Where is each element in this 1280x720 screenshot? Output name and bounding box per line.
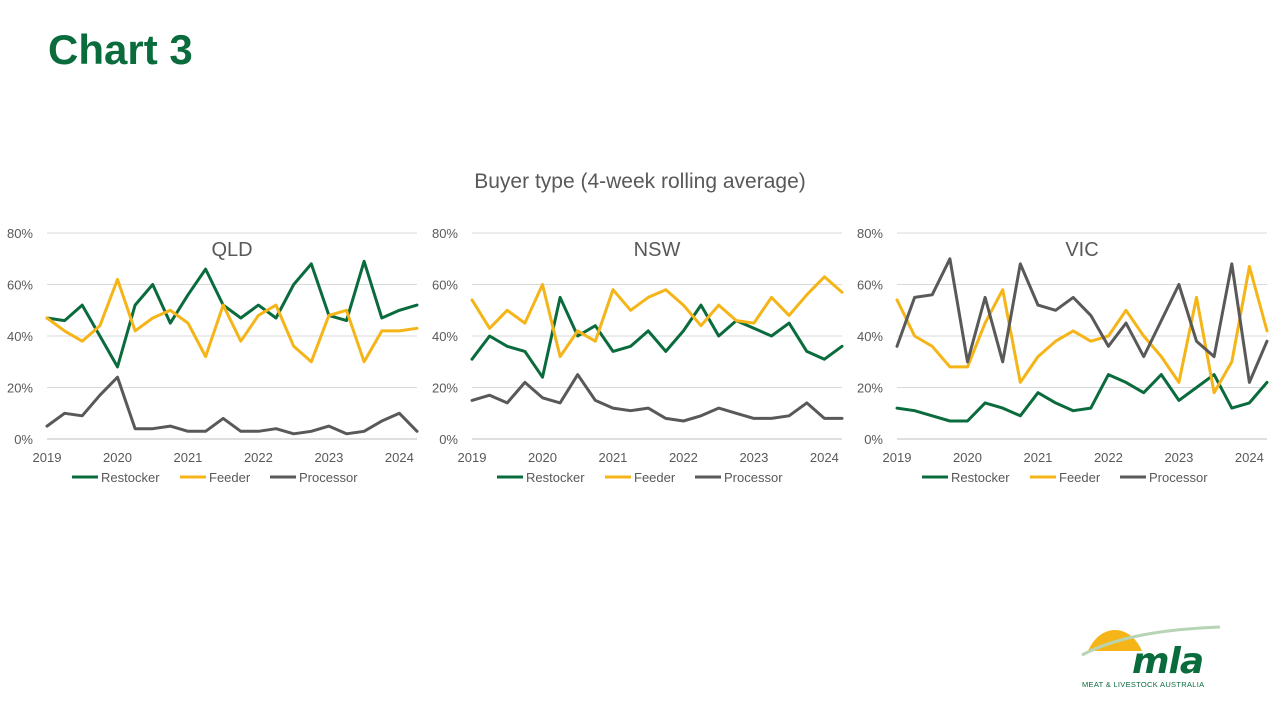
chart-panel-vic: 0% 20% 40% 60% 80% 2019 2020 2021 2022 2023 2024 VI… (850, 215, 1270, 495)
legend-label-processor: Processor (1149, 470, 1208, 485)
y-tick-label: 80% (432, 226, 458, 241)
x-tick-label: 2022 (1094, 450, 1123, 465)
chart-panel-title: NSW (634, 239, 681, 261)
y-tick-label: 20% (857, 381, 883, 396)
y-tick-label: 40% (432, 329, 458, 344)
legend-label-feeder: Feeder (209, 470, 251, 485)
logo-wordmark: mla (1132, 641, 1204, 682)
x-tick-label: 2023 (739, 450, 768, 465)
series-line-feeder (895, 265, 1269, 395)
logo-swoosh (1081, 625, 1221, 657)
slide-title: Chart 3 (48, 26, 193, 73)
chart-panel-title: VIC (1065, 239, 1098, 261)
y-tick-label: 80% (7, 226, 33, 241)
x-tick-label: 2022 (669, 450, 698, 465)
x-tick-label: 2020 (953, 450, 982, 465)
legend-label-restocker: Restocker (526, 470, 585, 485)
series-line-processor (470, 373, 844, 423)
chart-panel-nsw: 0% 20% 40% 60% 80% 2019 2020 2021 2022 2023 2024 NS… (425, 215, 845, 495)
mla-logo: mla MEAT & LIVESTOCK AUSTRALIA (1080, 625, 1230, 695)
logo-tagline: MEAT & LIVESTOCK AUSTRALIA (1082, 680, 1205, 689)
series-line-feeder (45, 277, 419, 364)
y-tick-label: 0% (439, 432, 458, 447)
x-tick-label: 2022 (244, 450, 273, 465)
x-tick-label: 2024 (385, 450, 414, 465)
x-tick-label: 2024 (810, 450, 839, 465)
y-tick-label: 0% (14, 432, 33, 447)
x-tick-label: 2021 (1023, 450, 1052, 465)
y-tick-label: 60% (432, 278, 458, 293)
x-tick-label: 2020 (528, 450, 557, 465)
legend-label-processor: Processor (724, 470, 783, 485)
line-chart: 0% 20% 40% 60% 80% 2019 2020 2021 2022 2023 2024 NS… (432, 226, 844, 485)
legend-label-processor: Processor (299, 470, 358, 485)
y-tick-label: 20% (432, 381, 458, 396)
y-tick-label: 0% (864, 432, 883, 447)
x-tick-label: 2019 (458, 450, 487, 465)
x-tick-label: 2021 (173, 450, 202, 465)
series-line-restocker (470, 295, 844, 379)
series-line-processor (45, 375, 419, 436)
legend-label-feeder: Feeder (634, 470, 676, 485)
legend-label-restocker: Restocker (101, 470, 160, 485)
chart-heading: Buyer type (4-week rolling average) (474, 170, 806, 193)
x-tick-label: 2024 (1235, 450, 1264, 465)
series-line-restocker (45, 259, 419, 369)
series-line-processor (895, 257, 1269, 384)
y-tick-label: 40% (7, 329, 33, 344)
y-tick-label: 60% (857, 278, 883, 293)
line-chart: 0% 20% 40% 60% 80% 2019 2020 2021 2022 2023 2024 VI… (857, 226, 1269, 485)
y-tick-label: 40% (857, 329, 883, 344)
mla-logo-mark (1081, 625, 1221, 657)
y-tick-label: 60% (7, 278, 33, 293)
x-tick-label: 2020 (103, 450, 132, 465)
x-tick-label: 2019 (33, 450, 62, 465)
y-tick-label: 80% (857, 226, 883, 241)
x-tick-label: 2023 (1164, 450, 1193, 465)
x-tick-label: 2021 (598, 450, 627, 465)
x-tick-label: 2019 (883, 450, 912, 465)
x-tick-label: 2023 (314, 450, 343, 465)
y-tick-label: 20% (7, 381, 33, 396)
legend-label-restocker: Restocker (951, 470, 1010, 485)
series-line-restocker (895, 373, 1269, 423)
chart-panel-title: QLD (211, 239, 252, 261)
series-line-feeder (470, 275, 844, 359)
chart-panel-qld: 0% 20% 40% 60% 80% 2019 2020 2021 2022 2023 2024 QL… (0, 215, 420, 495)
legend-label-feeder: Feeder (1059, 470, 1101, 485)
line-chart: 0% 20% 40% 60% 80% 2019 2020 2021 2022 2023 2024 QL… (7, 226, 419, 485)
